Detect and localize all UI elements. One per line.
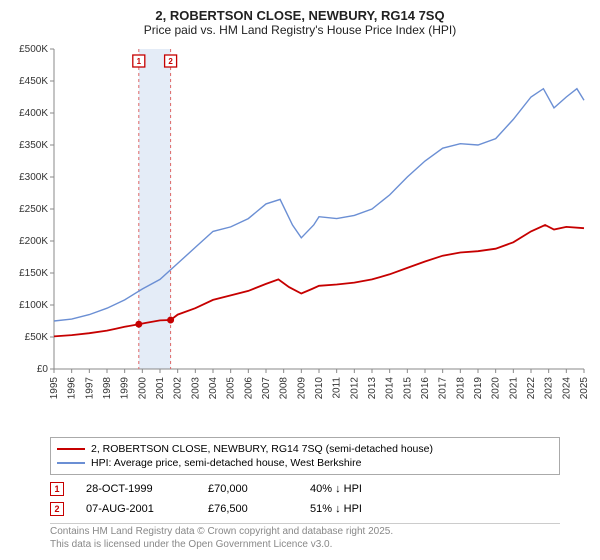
svg-text:£450K: £450K	[19, 76, 48, 87]
legend: 2, ROBERTSON CLOSE, NEWBURY, RG14 7SQ (s…	[50, 437, 560, 475]
legend-swatch-red	[57, 448, 85, 450]
price-amount: £70,000	[208, 483, 288, 495]
svg-text:2001: 2001	[155, 377, 166, 400]
svg-text:2022: 2022	[526, 377, 537, 400]
svg-text:2006: 2006	[243, 377, 254, 400]
svg-text:2024: 2024	[561, 377, 572, 400]
svg-text:2010: 2010	[314, 377, 325, 400]
svg-text:£150K: £150K	[19, 268, 48, 279]
chart-container: 2, ROBERTSON CLOSE, NEWBURY, RG14 7SQ Pr…	[0, 0, 600, 560]
legend-item-blue: HPI: Average price, semi-detached house,…	[57, 456, 553, 470]
chart-svg: £0 £50K £100K £150K £200K £250K £300K £350K £400…	[10, 41, 590, 431]
svg-text:2011: 2011	[332, 377, 343, 399]
svg-text:1996: 1996	[67, 377, 78, 400]
svg-text:£200K: £200K	[19, 236, 48, 247]
svg-text:2005: 2005	[226, 377, 237, 400]
svg-text:2009: 2009	[296, 377, 307, 400]
svg-text:£50K: £50K	[25, 332, 49, 343]
svg-text:£350K: £350K	[19, 140, 48, 151]
legend-label-blue: HPI: Average price, semi-detached house,…	[91, 457, 361, 469]
svg-text:£250K: £250K	[19, 204, 48, 215]
svg-text:2007: 2007	[261, 377, 272, 400]
svg-text:2016: 2016	[420, 377, 431, 400]
svg-text:2000: 2000	[137, 377, 148, 400]
svg-text:1998: 1998	[102, 377, 113, 400]
svg-text:£400K: £400K	[19, 108, 48, 119]
price-amount: £76,500	[208, 503, 288, 515]
svg-text:2004: 2004	[208, 377, 219, 400]
svg-text:£100K: £100K	[19, 300, 48, 311]
svg-text:2013: 2013	[367, 377, 378, 400]
svg-text:2003: 2003	[190, 377, 201, 400]
svg-text:2015: 2015	[402, 377, 413, 400]
price-delta: 40% ↓ HPI	[310, 483, 362, 495]
price-marker: 2	[50, 502, 64, 516]
price-table: 1 28-OCT-1999 £70,000 40% ↓ HPI 2 07-AUG-2001…	[50, 479, 560, 519]
legend-swatch-blue	[57, 462, 85, 464]
svg-text:2017: 2017	[438, 377, 449, 400]
price-marker: 1	[50, 482, 64, 496]
svg-text:2014: 2014	[385, 377, 396, 400]
svg-text:2020: 2020	[491, 377, 502, 400]
chart-title: 2, ROBERTSON CLOSE, NEWBURY, RG14 7SQ	[10, 8, 590, 23]
svg-text:£300K: £300K	[19, 172, 48, 183]
svg-text:2002: 2002	[173, 377, 184, 400]
svg-text:1997: 1997	[84, 377, 95, 400]
footer-line2: This data is licensed under the Open Gov…	[50, 539, 560, 552]
price-row: 2 07-AUG-2001 £76,500 51% ↓ HPI	[50, 499, 560, 519]
svg-text:2023: 2023	[544, 377, 555, 400]
legend-item-red: 2, ROBERTSON CLOSE, NEWBURY, RG14 7SQ (s…	[57, 442, 553, 456]
svg-text:2: 2	[168, 57, 173, 66]
svg-text:2021: 2021	[508, 377, 519, 400]
chart-subtitle: Price paid vs. HM Land Registry's House …	[10, 23, 590, 37]
price-date: 28-OCT-1999	[86, 483, 186, 495]
chart-plot: £0 £50K £100K £150K £200K £250K £300K £350K £400…	[10, 41, 590, 431]
price-delta: 51% ↓ HPI	[310, 503, 362, 515]
svg-text:2008: 2008	[279, 377, 290, 400]
svg-text:2018: 2018	[455, 377, 466, 400]
svg-text:2019: 2019	[473, 377, 484, 400]
svg-text:2012: 2012	[349, 377, 360, 400]
footer: Contains HM Land Registry data © Crown c…	[50, 523, 560, 551]
legend-label-red: 2, ROBERTSON CLOSE, NEWBURY, RG14 7SQ (s…	[91, 443, 433, 455]
svg-text:1999: 1999	[120, 377, 131, 400]
svg-text:£0: £0	[37, 364, 49, 375]
svg-text:1995: 1995	[49, 377, 60, 400]
svg-text:2025: 2025	[579, 377, 590, 400]
svg-text:1: 1	[137, 57, 142, 66]
price-date: 07-AUG-2001	[86, 503, 186, 515]
price-row: 1 28-OCT-1999 £70,000 40% ↓ HPI	[50, 479, 560, 499]
footer-line1: Contains HM Land Registry data © Crown c…	[50, 526, 560, 539]
svg-text:£500K: £500K	[19, 44, 48, 55]
